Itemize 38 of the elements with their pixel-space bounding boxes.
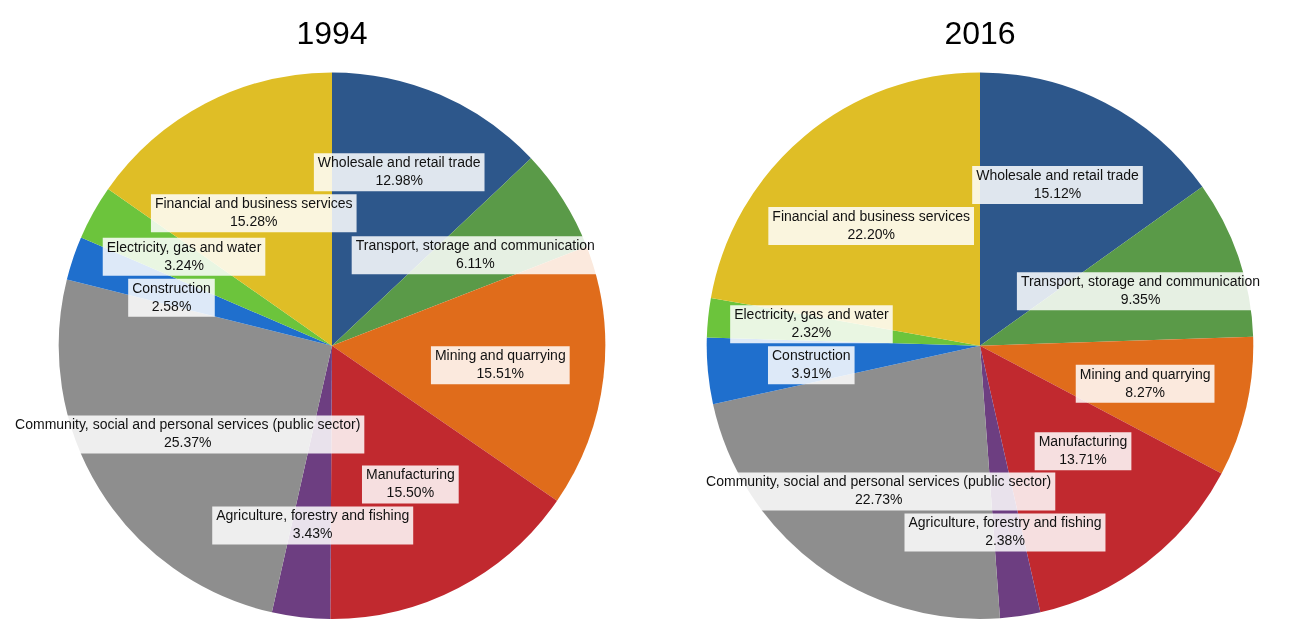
chart-title: 1994	[296, 15, 368, 52]
data-label: 15.12%	[1033, 184, 1082, 201]
data-label: 25.37%	[163, 434, 212, 451]
slice-label: Wholesale and retail trade	[976, 166, 1140, 183]
slice-label: Financial and business services	[154, 195, 353, 212]
slice-label: Transport, storage and communication	[1020, 273, 1261, 290]
data-label: 2.38%	[985, 532, 1025, 549]
slice-label: Agriculture, forestry and fishing	[216, 507, 410, 524]
slice-label: Manufacturing	[1038, 433, 1128, 450]
data-label: 22.20%	[847, 225, 895, 242]
slice-label: Agriculture, forestry and fishing	[908, 514, 1102, 531]
data-label: 3.91%	[791, 365, 832, 382]
data-label: 2.58%	[151, 297, 192, 314]
slice-label: Mining and quarrying	[1079, 365, 1211, 382]
data-label: 15.51%	[476, 365, 525, 382]
slice-label: Transport, storage and communication	[355, 237, 595, 254]
data-label: 3.24%	[164, 256, 204, 273]
data-label: 22.73%	[854, 491, 903, 508]
slice-label: Mining and quarrying	[434, 347, 566, 364]
slice-label: Electricity, gas and water	[106, 238, 262, 255]
slice-label: Electricity, gas and water	[734, 306, 890, 323]
slice-label: Manufacturing	[365, 466, 455, 483]
slice-label: Construction	[132, 279, 211, 296]
slice-label: Community, social and personal services (public sector)	[706, 473, 1052, 490]
slice-label: Construction	[771, 347, 851, 364]
slice-label: Financial and business services	[772, 207, 970, 224]
data-label: 13.71%	[1059, 451, 1107, 468]
slice-label: Wholesale and retail trade	[317, 154, 481, 171]
data-label: 8.27%	[1125, 383, 1165, 400]
data-label: 6.11%	[455, 255, 495, 272]
data-label: 12.98%	[375, 172, 423, 189]
data-label: 9.35%	[1120, 291, 1161, 308]
data-label: 3.43%	[292, 525, 333, 542]
data-label: 15.50%	[386, 484, 435, 501]
chart-title: 2016	[944, 15, 1016, 52]
slice-label: Community, social and personal services (public sector)	[15, 416, 361, 433]
data-label: 2.32%	[791, 324, 832, 341]
data-label: 15.28%	[230, 213, 278, 230]
